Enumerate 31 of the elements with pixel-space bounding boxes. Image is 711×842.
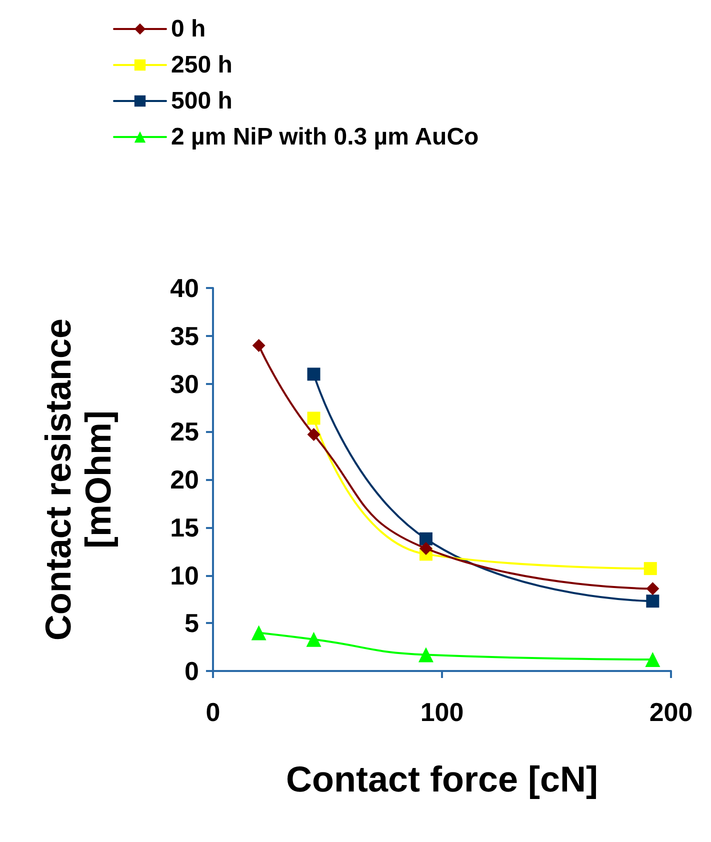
y-tick-label: 10 <box>170 560 199 590</box>
x-tick-label: 200 <box>649 697 693 727</box>
y-tick-label: 30 <box>170 368 199 399</box>
x-tick-label: 0 <box>206 697 220 727</box>
y-tick-label: 15 <box>170 512 199 542</box>
y-tick-label: 20 <box>170 464 199 494</box>
y-axis-title: Contact resistance [mOhm] <box>38 318 118 641</box>
point <box>644 562 657 576</box>
point <box>306 632 322 647</box>
point <box>646 594 660 608</box>
y-tick-label: 35 <box>170 320 199 351</box>
point <box>646 582 660 596</box>
x-axis-title: Contact force [cN] <box>286 758 598 800</box>
y-tick-label: 0 <box>184 656 199 686</box>
y-tick-label: 40 <box>170 273 199 303</box>
legend-label: 0 h <box>171 16 206 42</box>
point <box>307 428 320 441</box>
point <box>252 338 266 352</box>
point <box>307 412 320 425</box>
point <box>251 625 266 640</box>
point <box>418 647 434 662</box>
point <box>419 532 432 546</box>
point <box>307 368 320 381</box>
legend-label: 500 h <box>171 88 232 114</box>
y-tick-label: 5 <box>184 608 199 638</box>
legend-label: 2 µm NiP with 0.3 µm AuCo <box>171 124 479 150</box>
legend-label: 250 h <box>171 52 232 78</box>
point <box>645 652 660 668</box>
x-tick-label: 100 <box>420 697 464 727</box>
y-tick-label: 25 <box>170 416 199 447</box>
point <box>419 542 432 555</box>
